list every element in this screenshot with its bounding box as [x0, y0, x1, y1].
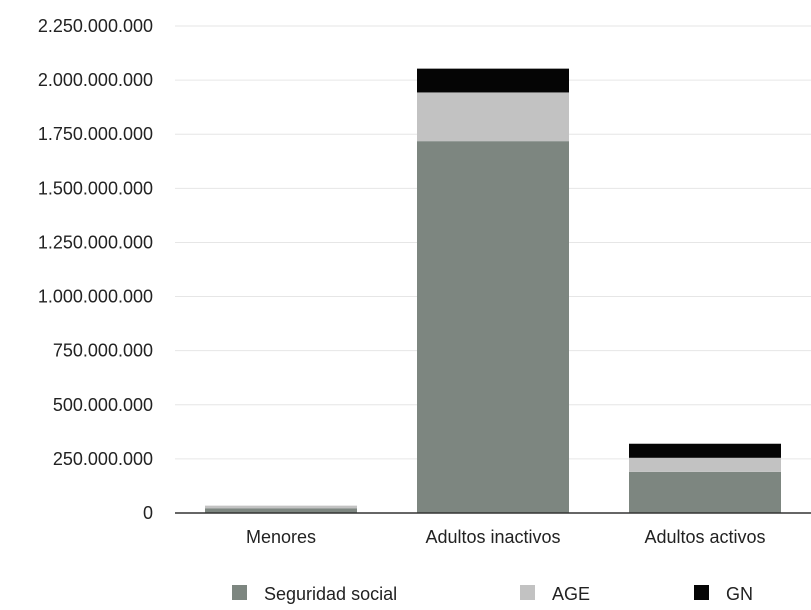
- y-tick-label: 2.000.000.000: [38, 70, 153, 90]
- y-tick-label: 1.250.000.000: [38, 232, 153, 252]
- legend-swatch: [520, 585, 535, 600]
- x-axis-tick-labels: Menores Adultos inactivos Adultos activos: [246, 527, 766, 547]
- bars: [205, 68, 781, 513]
- y-tick-label: 1.000.000.000: [38, 287, 153, 307]
- y-tick-label: 500.000.000: [53, 395, 153, 415]
- y-tick-label: 1.500.000.000: [38, 178, 153, 198]
- bar-segment: [205, 508, 357, 513]
- bar-segment: [629, 457, 781, 472]
- bar-segment: [417, 141, 569, 513]
- bar-segment: [629, 471, 781, 513]
- legend-label: GN: [726, 584, 753, 604]
- x-tick-label: Adultos inactivos: [425, 527, 560, 547]
- x-tick-label: Adultos activos: [644, 527, 765, 547]
- y-tick-label: 2.250.000.000: [38, 16, 153, 36]
- legend-label: AGE: [552, 584, 590, 604]
- x-tick-label: Menores: [246, 527, 316, 547]
- legend: Seguridad social AGE GN: [232, 584, 753, 604]
- y-tick-label: 1.750.000.000: [38, 124, 153, 144]
- bar-segment: [205, 505, 357, 509]
- bar-segment: [417, 92, 569, 142]
- legend-swatch: [232, 585, 247, 600]
- y-tick-label: 250.000.000: [53, 449, 153, 469]
- y-axis-tick-labels: 0 250.000.000 500.000.000 750.000.000 1.000.…: [38, 16, 153, 523]
- bar-segment: [629, 443, 781, 458]
- y-tick-label: 0: [143, 503, 153, 523]
- bar-segment: [417, 68, 569, 93]
- y-tick-label: 750.000.000: [53, 341, 153, 361]
- legend-label: Seguridad social: [264, 584, 397, 604]
- legend-swatch: [694, 585, 709, 600]
